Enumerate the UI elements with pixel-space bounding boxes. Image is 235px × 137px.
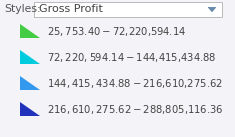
Polygon shape xyxy=(20,50,40,64)
Text: $25,753.40 - $72,220,594.14: $25,753.40 - $72,220,594.14 xyxy=(47,25,186,38)
Polygon shape xyxy=(20,24,40,38)
Bar xyxy=(34,2,222,17)
Text: $216,610,275.62 - $288,805,116.36: $216,610,275.62 - $288,805,116.36 xyxy=(47,102,224,115)
Polygon shape xyxy=(20,102,40,116)
Text: $72,220,594.14 - $144,415,434.88: $72,220,594.14 - $144,415,434.88 xyxy=(47,51,216,64)
Text: $144,415,434.88 - $216,610,275.62: $144,415,434.88 - $216,610,275.62 xyxy=(47,76,223,89)
Text: Gross Profit: Gross Profit xyxy=(39,5,103,15)
Polygon shape xyxy=(20,76,40,90)
Text: Styles:: Styles: xyxy=(4,4,41,14)
Polygon shape xyxy=(208,8,215,12)
